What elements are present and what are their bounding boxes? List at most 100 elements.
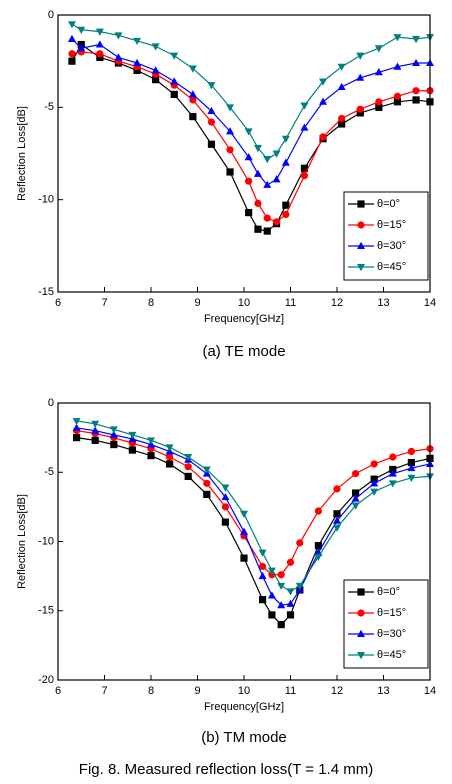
marker [226, 168, 234, 176]
marker [282, 201, 290, 209]
marker [282, 210, 290, 219]
marker [96, 50, 104, 58]
marker [393, 92, 402, 100]
plot-frame [57, 402, 431, 681]
marker [226, 146, 234, 154]
x-tick-label: 12 [331, 685, 343, 697]
marker [277, 621, 285, 629]
marker [375, 98, 383, 106]
marker [393, 62, 402, 70]
marker [72, 423, 81, 431]
marker [207, 118, 216, 126]
marker [188, 65, 197, 73]
series-line [76, 437, 431, 626]
x-axis-title: Frequency[GHz] [204, 701, 284, 713]
legend-label: θ=30° [377, 240, 406, 252]
marker [272, 150, 281, 158]
marker [240, 510, 248, 518]
marker [221, 492, 230, 501]
marker [356, 52, 365, 60]
marker [244, 152, 253, 161]
marker [184, 472, 192, 481]
marker [96, 53, 104, 62]
marker [170, 52, 179, 60]
marker [374, 45, 383, 53]
marker [253, 144, 262, 153]
figure-caption: Fig. 8. Measured reflection loss(T = 1.4… [79, 761, 373, 778]
y-tick-label: -5 [44, 466, 54, 478]
marker [152, 76, 160, 84]
marker [95, 28, 104, 36]
marker [68, 50, 76, 58]
marker [188, 90, 197, 98]
marker [296, 539, 304, 547]
x-tick-label: 8 [148, 297, 154, 309]
marker [165, 444, 174, 452]
y-tick-label: -15 [38, 286, 54, 298]
marker [357, 588, 365, 596]
marker [272, 218, 281, 226]
marker [300, 123, 309, 131]
marker [356, 105, 364, 113]
marker [300, 102, 309, 110]
x-tick-label: 7 [101, 685, 107, 697]
marker [277, 601, 286, 609]
marker [393, 98, 402, 106]
y-tick-label: 0 [48, 397, 54, 409]
marker [128, 446, 136, 454]
marker [109, 426, 118, 434]
marker [267, 567, 276, 575]
marker [407, 474, 416, 482]
x-tick-label: 10 [238, 685, 250, 697]
marker [133, 66, 141, 74]
marker [72, 418, 81, 426]
marker [374, 68, 383, 76]
marker [286, 599, 295, 607]
marker [77, 26, 86, 34]
series-line [76, 420, 431, 593]
x-tick-label: 12 [331, 297, 343, 309]
marker [314, 507, 322, 515]
marker [300, 172, 309, 180]
marker [272, 175, 281, 183]
marker [221, 484, 230, 492]
x-tick-label: 13 [377, 685, 389, 697]
marker [412, 96, 420, 104]
marker [253, 169, 262, 177]
x-tick-label: 6 [55, 297, 61, 309]
marker [263, 214, 271, 222]
marker [147, 452, 155, 460]
marker [221, 503, 229, 511]
marker [319, 97, 328, 105]
marker [151, 66, 160, 74]
marker [258, 549, 267, 557]
marker [267, 591, 276, 599]
marker [114, 32, 123, 40]
marker [407, 458, 415, 467]
chart-caption: (a) TE mode [202, 343, 285, 360]
marker [128, 431, 137, 440]
plot-frame [57, 14, 431, 293]
marker [133, 37, 142, 46]
marker [388, 480, 397, 488]
marker [333, 516, 341, 524]
marker [351, 502, 360, 510]
marker [254, 199, 262, 207]
x-tick-label: 10 [238, 297, 250, 309]
marker [393, 34, 402, 42]
marker [259, 562, 267, 571]
legend-label: θ=30° [377, 628, 406, 640]
marker [133, 58, 142, 67]
marker [281, 135, 290, 143]
chart-caption: (b) TM mode [201, 729, 287, 746]
marker [170, 77, 179, 85]
marker [240, 527, 248, 535]
marker [277, 582, 286, 591]
marker [221, 518, 229, 526]
x-tick-label: 11 [285, 297, 296, 309]
marker [337, 82, 346, 91]
marker [95, 40, 104, 48]
marker [202, 466, 211, 474]
marker [259, 596, 267, 604]
x-tick-label: 9 [194, 685, 200, 697]
